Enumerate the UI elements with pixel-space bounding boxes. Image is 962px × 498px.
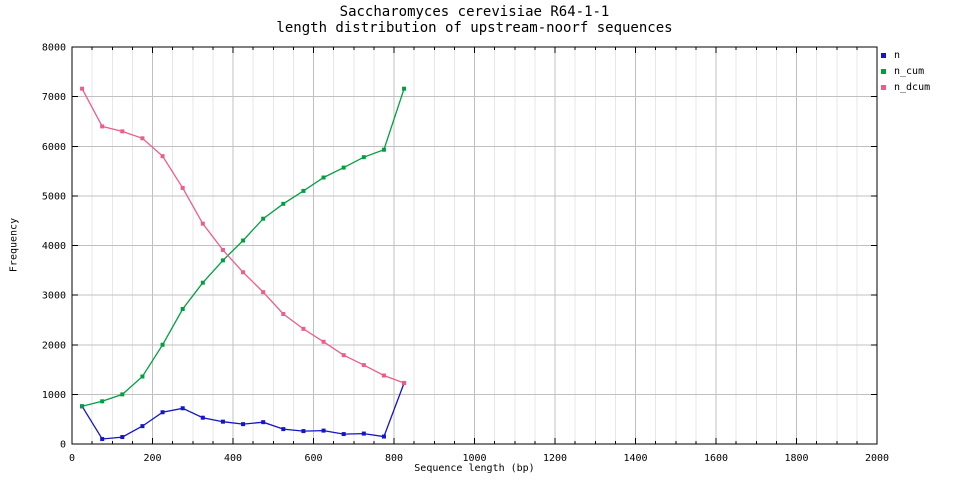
data-point-marker-n_cum	[381, 147, 386, 152]
chart-subtitle: length distribution of upstream-noorf se…	[276, 20, 673, 36]
legend-label-n: n	[894, 49, 901, 61]
y-tick-label: 3000	[42, 291, 66, 302]
data-point-marker-n_dcum	[361, 363, 366, 368]
data-point-marker-n_dcum	[160, 154, 165, 159]
data-point-marker-n_dcum	[341, 353, 346, 358]
data-point-marker-n	[361, 431, 366, 436]
data-point-marker-n_cum	[361, 155, 366, 160]
chart-title: Saccharomyces cerevisiae R64-1-1	[339, 4, 610, 20]
data-point-marker-n_cum	[321, 175, 326, 180]
data-point-marker-n_cum	[402, 86, 407, 91]
data-point-marker-n	[301, 429, 306, 434]
data-point-marker-n_cum	[220, 258, 225, 263]
series-line-n_cum	[81, 88, 405, 407]
data-point-marker-n_dcum	[301, 326, 306, 331]
x-tick-label: 200	[143, 453, 161, 464]
legend-label-n-cum: n_cum	[894, 65, 925, 77]
data-point-marker-n_dcum	[140, 136, 145, 141]
data-point-marker-n_dcum	[241, 270, 246, 275]
data-point-marker-n_dcum	[80, 86, 85, 91]
x-tick-label: 1800	[784, 453, 808, 464]
data-point-marker-n_cum	[140, 374, 145, 379]
x-axis-title: Sequence length (bp)	[414, 463, 535, 474]
y-tick-label: 1000	[42, 390, 66, 401]
data-point-marker-n_cum	[120, 392, 125, 397]
data-point-marker-n	[341, 432, 346, 437]
legend-marker-icon	[881, 68, 886, 74]
data-point-marker-n	[220, 419, 225, 424]
data-point-marker-n	[100, 437, 105, 442]
data-point-marker-n_cum	[80, 404, 85, 409]
x-tick-label: 400	[224, 453, 242, 464]
data-point-marker-n	[281, 427, 286, 432]
y-tick-label: 2000	[42, 340, 66, 351]
legend-item-n: n	[881, 47, 930, 63]
y-tick-label: 7000	[42, 92, 66, 103]
data-point-marker-n_cum	[301, 188, 306, 193]
legend-label-n-dcum: n_dcum	[894, 81, 931, 93]
x-tick-label: 1000	[462, 453, 486, 464]
data-point-marker-n_dcum	[180, 185, 185, 190]
x-tick-label: 2000	[865, 453, 889, 464]
data-point-marker-n_cum	[341, 165, 346, 170]
data-point-marker-n	[140, 424, 145, 429]
x-tick-label: 1400	[623, 453, 647, 464]
data-point-marker-n	[120, 435, 125, 440]
data-point-marker-n_dcum	[220, 247, 225, 252]
y-tick-label: 4000	[42, 241, 66, 252]
y-tick-label: 0	[60, 440, 66, 451]
data-point-marker-n_dcum	[281, 311, 286, 316]
data-point-marker-n_dcum	[100, 124, 105, 129]
y-tick-label: 5000	[42, 191, 66, 202]
data-point-marker-n_dcum	[381, 373, 386, 378]
y-tick-label: 6000	[42, 142, 66, 153]
data-point-marker-n	[381, 434, 386, 439]
data-point-marker-n	[241, 422, 246, 427]
legend-item-n-dcum: n_dcum	[881, 79, 930, 95]
legend-marker-icon	[881, 52, 886, 58]
data-point-marker-n_dcum	[321, 339, 326, 344]
data-point-marker-n_cum	[160, 342, 165, 347]
data-point-marker-n_cum	[241, 238, 246, 243]
data-point-marker-n	[180, 406, 185, 411]
y-tick-label: 8000	[42, 43, 66, 54]
data-point-marker-n_cum	[200, 280, 205, 285]
data-point-marker-n_cum	[180, 307, 185, 312]
data-point-marker-n_cum	[100, 399, 105, 404]
data-point-marker-n_dcum	[402, 380, 407, 385]
series-line-n	[81, 382, 405, 440]
legend: n n_cum n_dcum	[881, 47, 930, 95]
x-tick-label: 1200	[543, 453, 567, 464]
legend-marker-icon	[881, 84, 886, 90]
legend-item-n-cum: n_cum	[881, 63, 930, 79]
data-point-marker-n_dcum	[120, 129, 125, 134]
series-line-n_dcum	[81, 88, 405, 384]
data-point-marker-n	[200, 415, 205, 420]
x-tick-label: 600	[304, 453, 322, 464]
x-tick-label: 0	[69, 453, 75, 464]
data-point-marker-n_dcum	[200, 221, 205, 226]
data-point-marker-n	[160, 410, 165, 415]
data-point-marker-n_cum	[261, 216, 266, 221]
x-tick-label: 1600	[704, 453, 728, 464]
x-tick-label: 800	[385, 453, 403, 464]
data-point-marker-n	[321, 428, 326, 433]
data-point-marker-n_cum	[281, 201, 286, 206]
data-point-marker-n_dcum	[261, 290, 266, 295]
data-point-marker-n	[261, 420, 266, 425]
